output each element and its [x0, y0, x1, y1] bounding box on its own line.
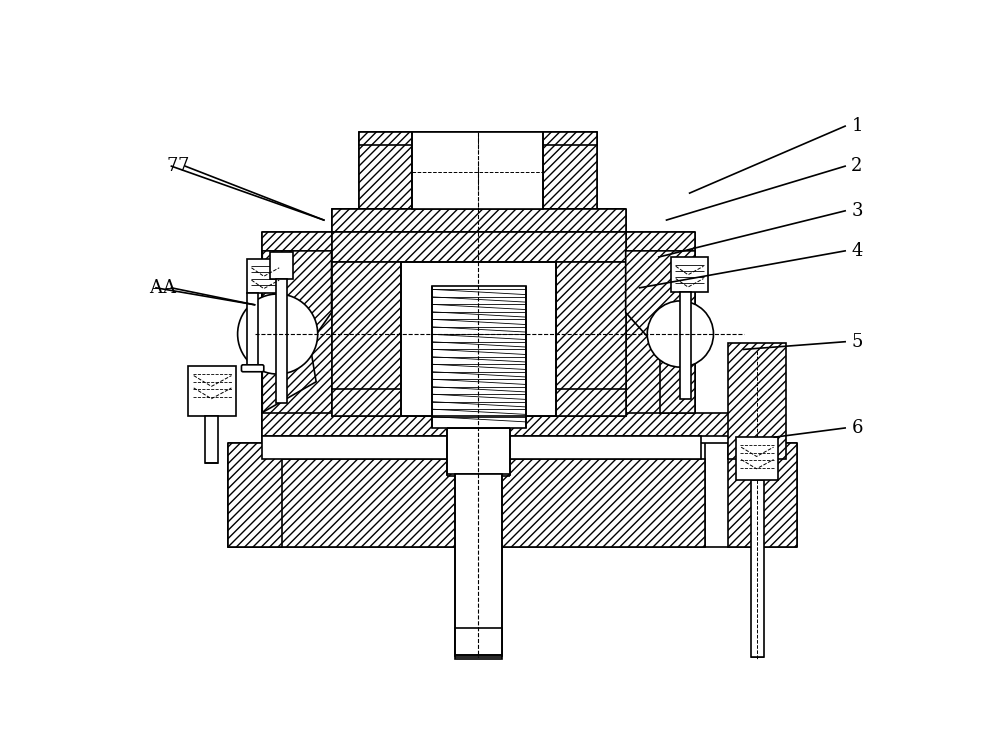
Bar [455, 628, 502, 655]
Bar [276, 279, 287, 403]
Polygon shape [660, 313, 695, 412]
Text: 7: 7 [166, 158, 178, 175]
FancyBboxPatch shape [241, 365, 264, 372]
Bar [332, 209, 626, 232]
Bar [358, 132, 597, 146]
Bar [332, 232, 626, 262]
Bar [332, 232, 626, 251]
Text: 1: 1 [851, 117, 863, 135]
Bar [432, 285, 526, 428]
Bar [332, 262, 401, 416]
Bar [332, 389, 626, 416]
Text: 2: 2 [851, 158, 863, 175]
Polygon shape [626, 251, 695, 351]
Bar [556, 262, 626, 416]
Bar [262, 435, 701, 458]
Polygon shape [262, 313, 316, 412]
Bar [401, 262, 556, 416]
Text: 7: 7 [178, 158, 189, 175]
Bar [728, 343, 786, 458]
Bar [332, 209, 624, 232]
Bar [270, 253, 293, 279]
Bar [455, 474, 502, 659]
Text: 5: 5 [851, 333, 863, 351]
Bar [736, 437, 778, 479]
Circle shape [238, 294, 318, 374]
Bar [205, 416, 218, 463]
Bar [188, 366, 236, 416]
Bar [247, 259, 284, 293]
Bar [228, 458, 705, 548]
Bar [543, 132, 597, 209]
Text: 3: 3 [851, 202, 863, 220]
Bar [262, 412, 760, 435]
Circle shape [647, 301, 713, 367]
Bar [447, 428, 510, 474]
Bar [751, 479, 764, 657]
Bar [728, 444, 797, 548]
Bar [671, 257, 708, 292]
Bar [262, 232, 332, 435]
Bar [228, 444, 282, 548]
Bar [412, 132, 543, 209]
Bar [626, 232, 695, 435]
Bar [358, 132, 412, 209]
Bar [332, 251, 626, 412]
Text: A: A [162, 279, 175, 296]
Polygon shape [262, 251, 332, 351]
Bar [680, 292, 691, 400]
Text: 4: 4 [851, 242, 863, 260]
Text: A: A [149, 279, 162, 296]
Text: 6: 6 [851, 419, 863, 437]
Bar [247, 293, 258, 366]
